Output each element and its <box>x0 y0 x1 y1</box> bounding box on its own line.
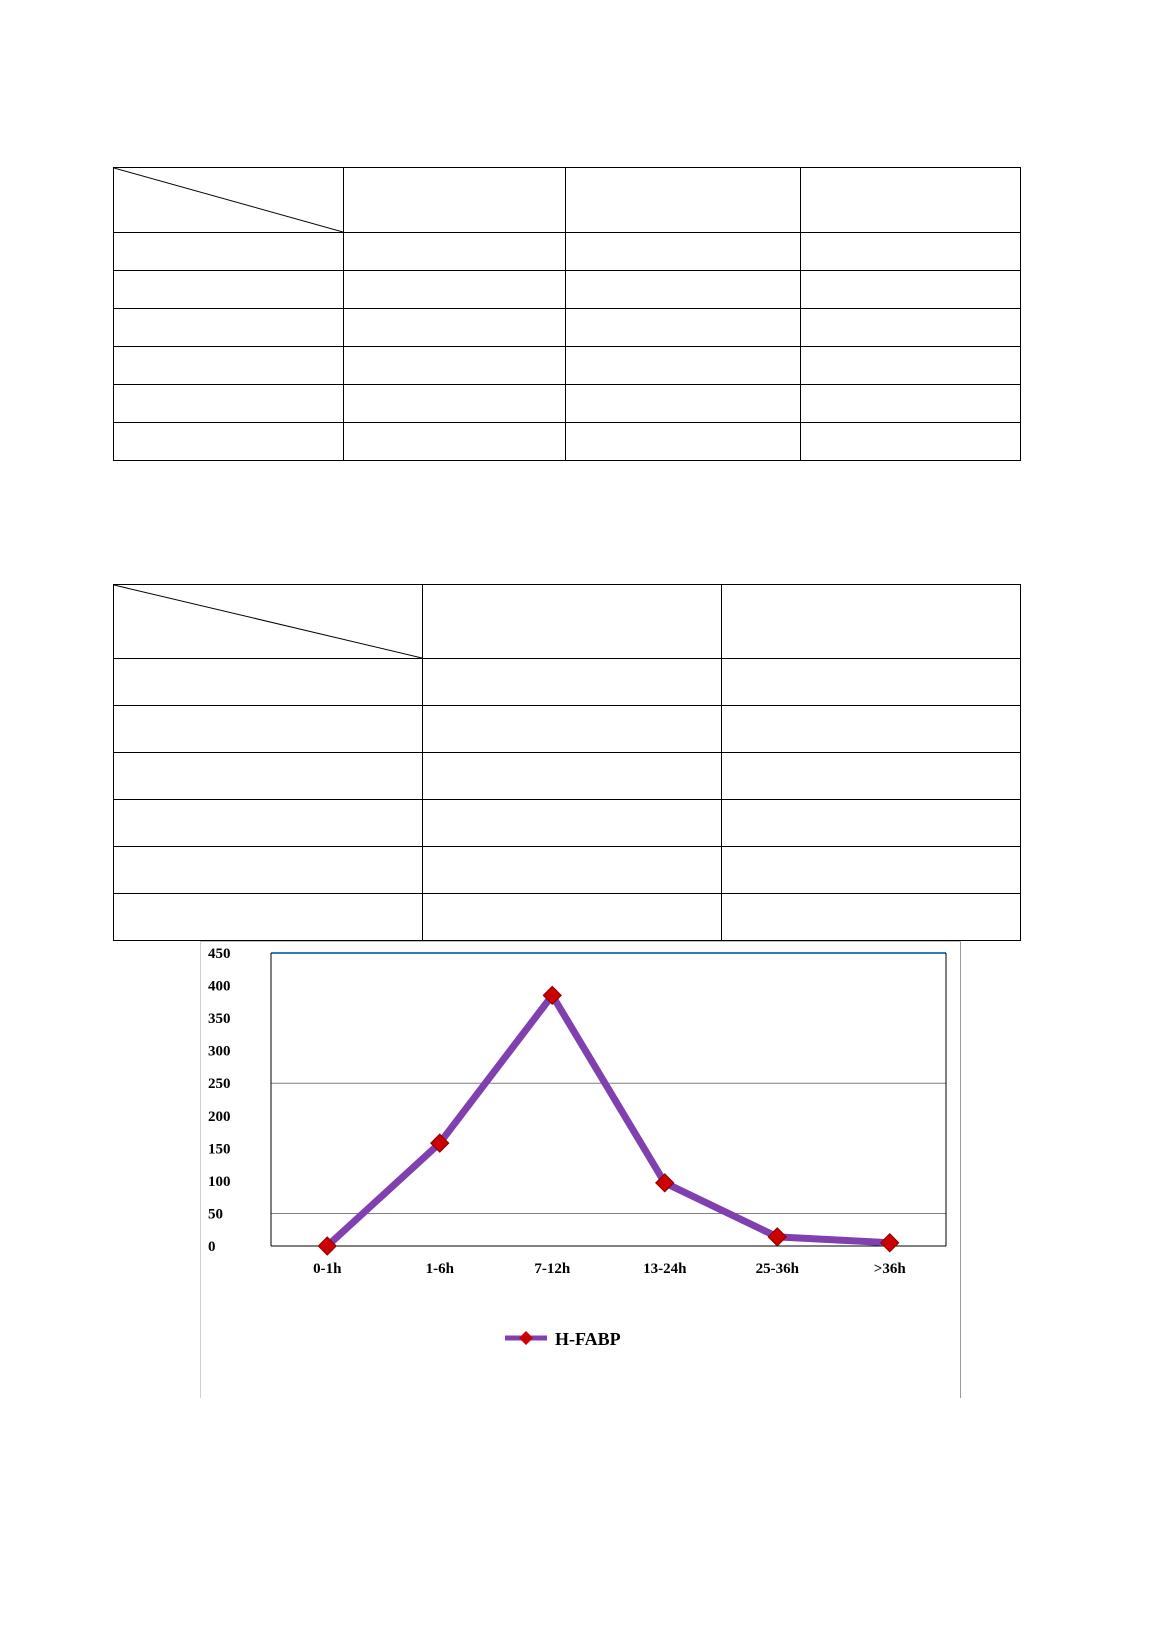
chart-frame <box>200 941 961 1398</box>
table-cell <box>113 270 344 309</box>
header-cell <box>800 167 1021 233</box>
table-1 <box>113 167 1021 461</box>
x-tick-label: 0-1h <box>313 1261 342 1277</box>
x-tick-label: 7-12h <box>534 1261 570 1277</box>
table-row <box>113 893 1021 941</box>
table-header-row <box>113 167 1021 233</box>
table-row <box>113 846 1021 894</box>
y-tick-label: 150 <box>208 1141 231 1157</box>
data-point-marker <box>542 985 562 1006</box>
data-point-marker <box>430 1133 450 1153</box>
data-point-marker <box>655 1173 675 1193</box>
table-cell <box>422 658 722 706</box>
x-tick-label: 1-6h <box>426 1261 455 1277</box>
table-cell <box>113 752 423 800</box>
table-cell <box>721 705 1021 753</box>
table-row <box>113 346 1021 385</box>
x-tick-label: >36h <box>874 1261 907 1277</box>
table-cell <box>422 799 722 847</box>
table-row <box>113 270 1021 309</box>
table-cell <box>800 384 1021 423</box>
table-cell <box>343 308 566 347</box>
data-point-marker <box>317 1236 337 1256</box>
series-line <box>323 991 894 1250</box>
table-cell <box>721 752 1021 800</box>
y-tick-label: 250 <box>208 1076 231 1092</box>
table-cell <box>113 705 423 753</box>
table-cell <box>721 799 1021 847</box>
table-row <box>113 232 1021 271</box>
table-cell <box>343 384 566 423</box>
table-cell <box>565 232 801 271</box>
data-point-marker <box>880 1233 900 1253</box>
table-cell <box>422 705 722 753</box>
table-cell <box>800 308 1021 347</box>
table-row <box>113 384 1021 423</box>
y-tick-label: 350 <box>208 1011 231 1027</box>
table-row <box>113 705 1021 753</box>
table-cell <box>113 846 423 894</box>
y-tick-label: 400 <box>208 979 231 995</box>
header-cell <box>422 584 722 659</box>
table-cell <box>565 384 801 423</box>
diagonal-header-cell <box>113 167 344 233</box>
table-cell <box>721 658 1021 706</box>
y-tick-label: 100 <box>208 1174 231 1190</box>
table-cell <box>422 846 722 894</box>
diagonal-divider <box>114 168 343 232</box>
table-cell <box>800 232 1021 271</box>
table-header-row <box>113 584 1021 659</box>
table-row <box>113 799 1021 847</box>
table-cell <box>343 422 566 461</box>
table-cell <box>565 422 801 461</box>
line-chart: 450 400 350 300 250 200 150 100 50 0 0-1h 1-6h 7-12h… <box>208 946 947 1349</box>
table-row <box>113 308 1021 347</box>
y-tick-label: 450 <box>208 946 231 962</box>
data-point-marker <box>767 1227 787 1247</box>
legend-label: H-FABP <box>555 1329 621 1349</box>
table-cell <box>113 799 423 847</box>
table-2 <box>113 584 1021 941</box>
table-cell <box>113 232 344 271</box>
y-tick-label: 200 <box>208 1109 231 1125</box>
table-cell <box>113 422 344 461</box>
table-row <box>113 752 1021 800</box>
table-cell <box>113 346 344 385</box>
table-cell <box>113 658 423 706</box>
table-cell <box>800 422 1021 461</box>
diagonal-header-cell <box>113 584 423 659</box>
table-cell <box>113 384 344 423</box>
table-cell <box>422 893 722 941</box>
table-cell <box>721 846 1021 894</box>
legend-marker <box>519 1331 533 1345</box>
header-cell <box>565 167 801 233</box>
y-tick-label: 50 <box>208 1206 223 1222</box>
table-cell <box>343 270 566 309</box>
table-cell <box>565 308 801 347</box>
y-tick-label: 300 <box>208 1044 231 1060</box>
table-row <box>113 422 1021 461</box>
table-row <box>113 658 1021 706</box>
table-cell <box>721 893 1021 941</box>
table-cell <box>422 752 722 800</box>
table-cell <box>565 346 801 385</box>
y-tick-label: 0 <box>208 1239 216 1255</box>
table-cell <box>343 346 566 385</box>
x-tick-label: 25-36h <box>756 1261 800 1277</box>
diagonal-divider <box>114 585 422 658</box>
table-cell <box>565 270 801 309</box>
table-cell <box>343 232 566 271</box>
header-cell <box>343 167 566 233</box>
table-cell <box>113 893 423 941</box>
table-cell <box>800 346 1021 385</box>
x-tick-label: 13-24h <box>643 1261 687 1277</box>
header-cell <box>721 584 1021 659</box>
table-cell <box>113 308 344 347</box>
table-cell <box>800 270 1021 309</box>
